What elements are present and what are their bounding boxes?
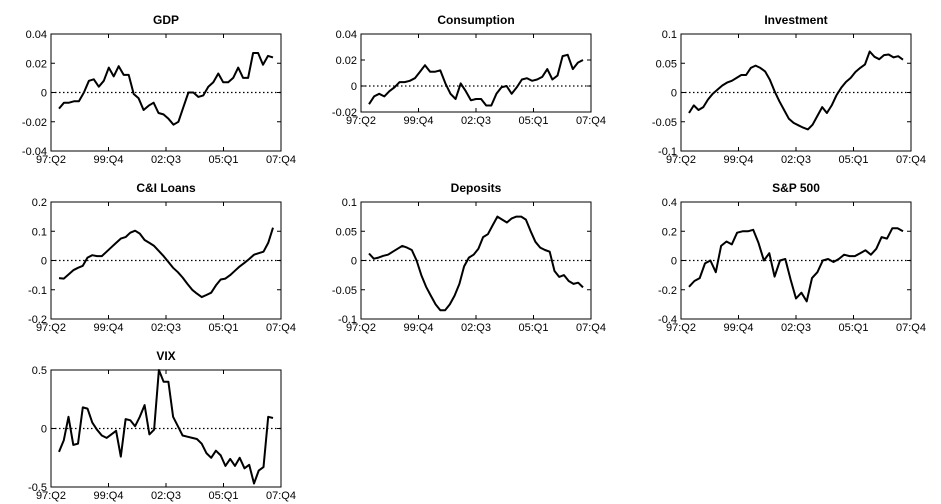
- panel-title-sp500: S&P 500: [772, 181, 820, 195]
- axes-frame: [360, 201, 592, 320]
- y-tick-label: 0.2: [662, 226, 677, 238]
- y-tick-label: -0.1: [28, 285, 47, 297]
- axes-frame: [50, 369, 282, 488]
- axes-frame: [680, 201, 912, 320]
- x-tick-label: 97:Q2: [36, 322, 66, 334]
- x-tick-label: 07:Q4: [266, 490, 296, 502]
- series-line-gdp: [58, 52, 274, 126]
- x-tick-label: 97:Q2: [346, 115, 376, 127]
- y-tick-label: 0: [41, 88, 47, 100]
- y-tick-label: 0.02: [26, 58, 47, 70]
- y-tick-label: 0: [351, 256, 357, 268]
- x-tick-label: 05:Q1: [209, 154, 239, 166]
- y-tick-label: -0.04: [22, 146, 47, 158]
- panel-investment: Investment 0.1 0.05 0 -0.05 -0.197:Q2 99:Q4 02…: [652, 13, 926, 166]
- x-tick-label: 97:Q2: [36, 490, 66, 502]
- x-tick-label: 02:Q3: [781, 322, 811, 334]
- y-tick-label: 0.05: [336, 226, 357, 238]
- y-tick-label: 0.04: [336, 29, 357, 41]
- x-tick-label: 07:Q4: [896, 154, 926, 166]
- x-tick-label: 02:Q3: [461, 115, 491, 127]
- y-tick-label: -0.1: [338, 314, 357, 326]
- x-tick-label: 99:Q4: [724, 322, 754, 334]
- y-tick-label: -0.05: [332, 285, 357, 297]
- panel-deposits: Deposits 0.1 0.05 0 -0.05 -0.197:Q2 99:Q4 02:Q…: [332, 181, 606, 334]
- y-tick-label: -0.02: [332, 107, 357, 119]
- x-tick-label: 02:Q3: [781, 154, 811, 166]
- x-tick-label: 05:Q1: [519, 115, 549, 127]
- y-tick-label: -0.2: [658, 285, 677, 297]
- panel-ci-loans: C&I Loans 0.2 0.1 0 -0.1 -0.297:Q2 99:Q4 02:Q3…: [28, 181, 296, 334]
- x-tick-label: 99:Q4: [404, 115, 434, 127]
- panel-title-vix: VIX: [156, 349, 175, 363]
- x-tick-label: 05:Q1: [519, 322, 549, 334]
- y-tick-label: -0.2: [28, 314, 47, 326]
- x-tick-label: 97:Q2: [346, 322, 376, 334]
- y-tick-label: -0.1: [658, 146, 677, 158]
- y-tick-label: 0.1: [342, 197, 357, 209]
- y-tick-label: -0.05: [652, 117, 677, 129]
- axes-frame: [360, 33, 592, 113]
- x-tick-label: 07:Q4: [896, 322, 926, 334]
- x-tick-label: 99:Q4: [94, 322, 124, 334]
- x-tick-label: 99:Q4: [404, 322, 434, 334]
- x-tick-label: 99:Q4: [724, 154, 754, 166]
- x-tick-label: 05:Q1: [209, 490, 239, 502]
- x-tick-label: 99:Q4: [94, 154, 124, 166]
- y-tick-label: 0.2: [32, 197, 47, 209]
- series-line-sp500: [688, 227, 904, 303]
- x-tick-label: 97:Q2: [666, 322, 696, 334]
- panel-sp500: S&P 500 0.4 0.2 0 -0.2 -0.497:Q2 99:Q4 02:Q3 05…: [658, 181, 926, 334]
- y-tick-label: 0.1: [32, 226, 47, 238]
- y-tick-label: 0.4: [662, 197, 677, 209]
- x-tick-label: 07:Q4: [266, 322, 296, 334]
- y-tick-label: 0: [41, 256, 47, 268]
- x-tick-label: 05:Q1: [209, 322, 239, 334]
- series-line-deposits: [368, 215, 584, 312]
- panel-title-deposits: Deposits: [451, 181, 502, 195]
- x-tick-label: 02:Q3: [151, 154, 181, 166]
- y-tick-label: 0.5: [32, 365, 47, 377]
- y-tick-label: -0.4: [658, 314, 677, 326]
- panel-title-investment: Investment: [764, 13, 827, 27]
- series-line-consumption: [368, 53, 584, 107]
- panel-title-ci-loans: C&I Loans: [136, 181, 196, 195]
- x-tick-label: 07:Q4: [576, 115, 606, 127]
- y-tick-label: -0.5: [28, 482, 47, 494]
- x-tick-label: 05:Q1: [839, 154, 869, 166]
- panel-title-gdp: GDP: [153, 13, 179, 27]
- y-tick-label: 0: [671, 88, 677, 100]
- y-tick-label: 0.1: [662, 29, 677, 41]
- x-tick-label: 07:Q4: [266, 154, 296, 166]
- series-line-vix: [58, 369, 274, 485]
- y-tick-label: 0.05: [656, 58, 677, 70]
- y-tick-label: 0.04: [26, 29, 47, 41]
- y-tick-label: -0.02: [22, 117, 47, 129]
- series-line-ci-loans: [58, 227, 274, 299]
- panel-vix: VIX 0.5 0 -0.597:Q2 99:Q4 02:Q3 05:Q1 07:Q4: [28, 349, 296, 502]
- y-tick-label: 0: [671, 256, 677, 268]
- x-tick-label: 97:Q2: [36, 154, 66, 166]
- y-tick-label: 0: [351, 81, 357, 93]
- series-line-investment: [688, 50, 904, 131]
- x-tick-label: 97:Q2: [666, 154, 696, 166]
- x-tick-label: 02:Q3: [461, 322, 491, 334]
- x-tick-label: 02:Q3: [151, 490, 181, 502]
- panel-title-consumption: Consumption: [437, 13, 514, 27]
- x-tick-label: 07:Q4: [576, 322, 606, 334]
- x-tick-label: 02:Q3: [151, 322, 181, 334]
- x-tick-label: 99:Q4: [94, 490, 124, 502]
- axes-frame: [50, 33, 282, 152]
- y-tick-label: 0.02: [336, 55, 357, 67]
- y-tick-label: 0: [41, 424, 47, 436]
- x-tick-label: 05:Q1: [839, 322, 869, 334]
